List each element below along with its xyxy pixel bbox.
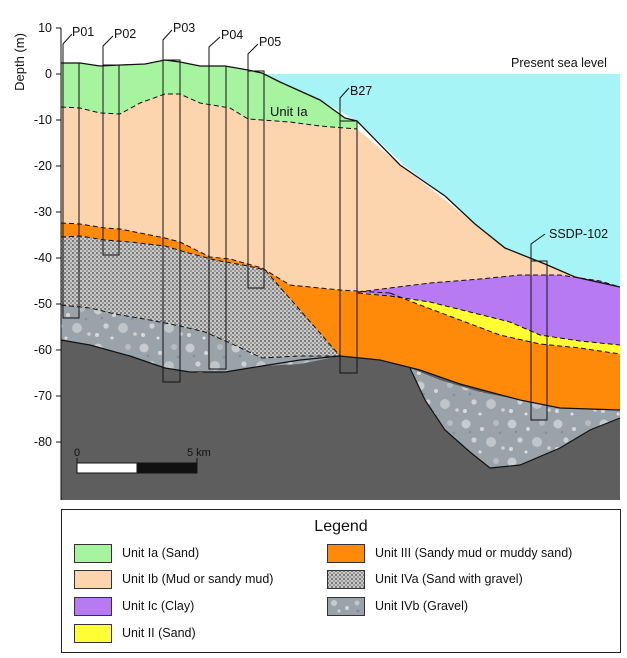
legend-swatch bbox=[327, 544, 365, 563]
y-axis-ticks bbox=[56, 27, 61, 443]
borehole-label-p04: P04 bbox=[221, 28, 243, 42]
y-tick-label: -60 bbox=[34, 343, 52, 357]
borehole-leaders bbox=[62, 29, 546, 261]
legend-title: Legend bbox=[314, 518, 368, 535]
borehole-label-p05: P05 bbox=[259, 35, 281, 49]
unit-ii bbox=[358, 293, 620, 354]
y-tick-label: -10 bbox=[34, 113, 52, 127]
borehole-p01 bbox=[62, 62, 80, 319]
legend-label: Unit III (Sandy mud or muddy sand) bbox=[375, 546, 573, 560]
borehole-p03 bbox=[162, 59, 181, 383]
borehole-p04 bbox=[208, 65, 227, 370]
y-tick-label: 10 bbox=[38, 21, 52, 35]
borehole-b27 bbox=[339, 120, 358, 374]
unit-ic bbox=[358, 275, 620, 345]
borehole-columns bbox=[62, 59, 548, 421]
legend-swatch bbox=[74, 597, 112, 616]
y-tick-label: -50 bbox=[34, 297, 52, 311]
y-tick-label: -20 bbox=[34, 159, 52, 173]
legend-swatch bbox=[74, 570, 112, 589]
legend-label: Unit IVa (Sand with gravel) bbox=[375, 572, 523, 586]
sea-body bbox=[262, 74, 620, 287]
legend-label: Unit Ia (Sand) bbox=[122, 546, 200, 560]
y-tick-label: -30 bbox=[34, 205, 52, 219]
scale-bar bbox=[76, 458, 198, 474]
unit-ib bbox=[61, 94, 600, 292]
unit-ivb-left bbox=[61, 305, 340, 372]
borehole-p02 bbox=[102, 64, 120, 256]
borehole-ssdp-102 bbox=[530, 260, 548, 421]
borehole-label-ssdp-102: SSDP-102 bbox=[549, 227, 608, 241]
y-axis-label: Depth (m) bbox=[12, 33, 27, 91]
y-tick-label: -40 bbox=[34, 251, 52, 265]
sea-level-label: Present sea level bbox=[511, 56, 607, 70]
unit-ia-label: Unit Ia bbox=[270, 104, 308, 119]
y-tick-label: -80 bbox=[34, 435, 52, 449]
borehole-label-p03: P03 bbox=[173, 21, 195, 35]
unit-iva bbox=[61, 236, 340, 358]
legend-label: Unit Ic (Clay) bbox=[122, 599, 195, 613]
legend-swatch bbox=[327, 570, 365, 589]
scale-bar-end: 5 km bbox=[187, 447, 211, 459]
geologic-cross-section: P01 P02 P03 P04 P05 B27 SSDP-102 Present… bbox=[12, 21, 621, 500]
scale-bar-start: 0 bbox=[74, 447, 80, 459]
borehole-label-p01: P01 bbox=[72, 25, 94, 39]
legend-label: Unit II (Sand) bbox=[122, 626, 196, 640]
y-tick-label: 0 bbox=[45, 67, 52, 81]
legend-swatch bbox=[74, 544, 112, 563]
legend: Legend Unit Ia (Sand) Unit Ib (Mud or sa… bbox=[61, 509, 621, 653]
legend-swatch bbox=[327, 597, 365, 616]
legend-label: Unit IVb (Gravel) bbox=[375, 599, 469, 613]
legend-swatch bbox=[74, 624, 112, 643]
legend-label: Unit Ib (Mud or sandy mud) bbox=[122, 572, 274, 586]
y-tick-label: -70 bbox=[34, 389, 52, 403]
borehole-label-b27: B27 bbox=[350, 84, 372, 98]
borehole-label-p02: P02 bbox=[114, 27, 136, 41]
borehole-p05 bbox=[247, 70, 265, 289]
